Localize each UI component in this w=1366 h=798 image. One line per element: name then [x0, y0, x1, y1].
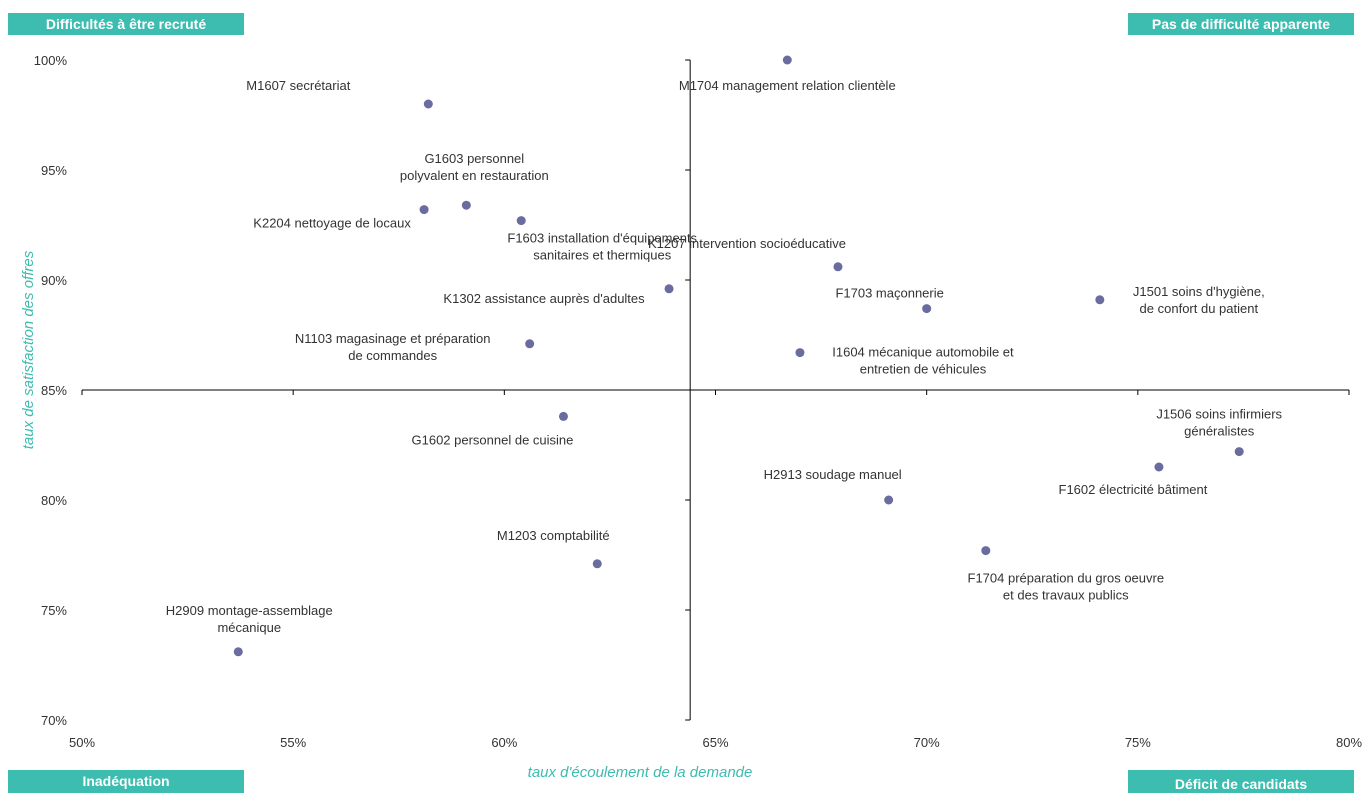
x-tick-label: 75% [1125, 735, 1151, 750]
data-point-label: mécanique [217, 620, 281, 635]
data-point-label: sanitaires et thermiques [533, 248, 672, 263]
y-tick-label: 95% [41, 163, 67, 178]
data-point [419, 205, 429, 215]
x-tick-label: 80% [1336, 735, 1362, 750]
data-point-label: H2913 soudage manuel [764, 467, 902, 482]
quadrant-label-bottom-left: Inadéquation [8, 770, 244, 793]
data-point-label: F1602 électricité bâtiment [1059, 482, 1208, 497]
data-point [423, 99, 433, 109]
data-point-label: K1302 assistance auprès d'adultes [443, 291, 645, 306]
data-point [782, 55, 792, 65]
data-point-label: N1103 magasinage et préparation [295, 331, 491, 346]
quadrant-label-top-left: Difficultés à être recruté [8, 13, 244, 35]
data-point-label: G1603 personnel [424, 151, 524, 166]
data-point [795, 348, 805, 358]
data-point-label: M1704 management relation clientèle [679, 78, 896, 93]
data-point [1154, 462, 1164, 472]
x-tick-label: 50% [69, 735, 95, 750]
data-point [981, 546, 991, 556]
y-tick-label: 70% [41, 713, 67, 728]
data-point [233, 647, 243, 657]
data-point-label: J1506 soins infirmiers [1156, 407, 1282, 422]
x-axis-title: taux d'écoulement de la demande [527, 764, 753, 781]
data-point-label: M1203 comptabilité [497, 528, 610, 543]
data-point [461, 200, 471, 210]
data-point-label: polyvalent en restauration [400, 168, 549, 183]
y-tick-label: 85% [41, 383, 67, 398]
data-point-label: et des travaux publics [1003, 588, 1129, 603]
data-point [558, 411, 568, 421]
data-point-label: G1602 personnel de cuisine [412, 432, 574, 447]
y-tick-label: 100% [34, 53, 68, 68]
data-point-label: F1704 préparation du gros oeuvre [968, 571, 1165, 586]
y-tick-label: 90% [41, 273, 67, 288]
data-point-label: de confort du patient [1140, 301, 1259, 316]
data-point [833, 262, 843, 272]
quadrant-label-bottom-right: Déficit de candidats [1128, 770, 1354, 793]
data-point [1234, 447, 1244, 457]
data-point-label: F1603 installation d'équipements [507, 231, 697, 246]
data-point-label: J1501 soins d'hygiène, [1133, 284, 1265, 299]
data-point-label: de commandes [348, 348, 437, 363]
x-tick-label: 55% [280, 735, 306, 750]
quadrant-label-top-right: Pas de difficulté apparente [1128, 13, 1354, 35]
data-point [516, 216, 526, 226]
data-point-label: K1207 intervention socioéducative [648, 236, 846, 251]
data-point [664, 284, 674, 294]
x-tick-label: 70% [914, 735, 940, 750]
data-point-label: I1604 mécanique automobile et [832, 345, 1014, 360]
y-tick-label: 75% [41, 603, 67, 618]
y-tick-label: 80% [41, 493, 67, 508]
data-point [922, 304, 932, 314]
x-tick-label: 60% [491, 735, 517, 750]
x-tick-label: 65% [702, 735, 728, 750]
data-point-label: entretien de véhicules [860, 362, 987, 377]
data-point-label: F1703 maçonnerie [835, 286, 943, 301]
data-point-label: H2909 montage-assemblage [166, 603, 333, 618]
data-point-label: M1607 secrétariat [246, 78, 350, 93]
data-point [1095, 295, 1105, 305]
data-point-label: K2204 nettoyage de locaux [253, 216, 411, 231]
data-point [525, 339, 535, 349]
data-point-label: généralistes [1184, 424, 1255, 439]
data-point [592, 559, 602, 569]
data-point [884, 495, 894, 505]
